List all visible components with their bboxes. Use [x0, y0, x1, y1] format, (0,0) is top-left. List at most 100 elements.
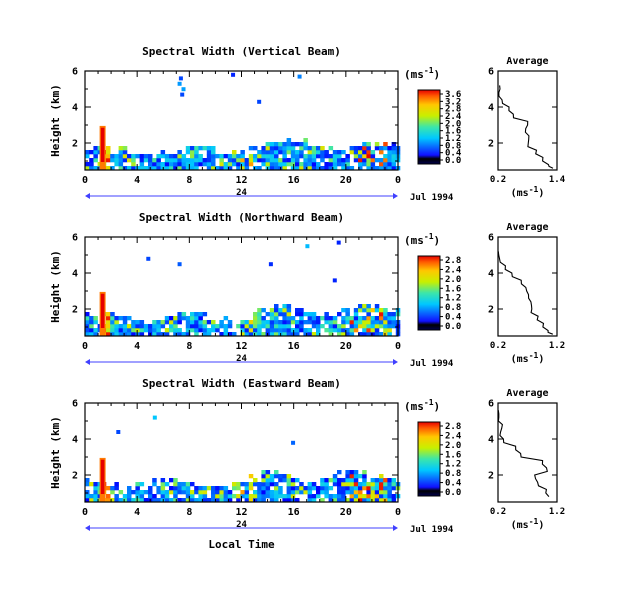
heatmap-cell [274, 470, 279, 475]
heatmap-cell [269, 324, 275, 329]
heatmap-cell [265, 474, 271, 479]
heatmap-cell [118, 158, 124, 163]
heatmap-cell [353, 158, 359, 163]
heatmap-cell [181, 486, 187, 491]
heatmap-cell [185, 328, 191, 333]
heatmap-cell [110, 320, 115, 325]
heatmap-cell [156, 166, 161, 171]
heatmap-cell [353, 320, 359, 325]
heatmap-cell [278, 312, 283, 317]
heatmap-cell [253, 482, 258, 487]
heatmap-cell [152, 320, 157, 325]
heatmap-cell [383, 324, 388, 329]
heatmap-cell [122, 158, 128, 163]
heatmap-cell [362, 320, 367, 325]
heatmap-cell [370, 328, 376, 333]
heatmap-cell [290, 162, 296, 167]
heatmap-cell [282, 154, 287, 159]
heatmap-cell [332, 158, 338, 163]
heatmap-cell [290, 316, 296, 321]
heatmap-cell [190, 316, 195, 321]
heatmap-cell [211, 486, 216, 491]
heatmap-cell [328, 146, 334, 151]
heatmap-column-core [100, 127, 105, 162]
heatmap-cell [185, 146, 191, 151]
heatmap-cell [303, 154, 308, 159]
heatmap-cell [110, 166, 115, 171]
heatmap-cell [122, 146, 128, 151]
heatmap-cell [269, 316, 275, 321]
heatmap-cell [299, 312, 304, 317]
heatmap-cell [269, 490, 275, 495]
heatmap-cell [290, 478, 296, 483]
heatmap-cell [311, 166, 317, 171]
heatmap-cell [127, 490, 132, 495]
heatmap-cell [274, 490, 279, 495]
heatmap-cells [85, 72, 401, 171]
heatmap-cell [286, 486, 292, 491]
heatmap-cell [219, 324, 224, 329]
heatmap-cell [248, 498, 254, 503]
heatmap-cell [345, 328, 350, 333]
heatmap-cell [295, 150, 300, 155]
heatmap-cell [316, 146, 321, 151]
heatmap-cell [219, 498, 224, 503]
heatmap-cell [278, 162, 283, 167]
heatmap-cell [114, 482, 119, 487]
heatmap-cell [295, 308, 300, 313]
heatmap-cell [358, 166, 363, 171]
heatmap-cell [278, 486, 283, 491]
colorbar-tick-label: 2.4 [445, 431, 462, 441]
heatmap-cell [85, 498, 90, 503]
panel-3: Spectral Width (Eastward Beam) Height (km… [49, 377, 565, 535]
heatmap-cell [303, 146, 308, 151]
heatmap-cell [341, 332, 346, 337]
heatmap-cell [143, 490, 149, 495]
heatmap-cell [274, 320, 279, 325]
heatmap-cell [194, 332, 199, 337]
heatmap-cell [173, 162, 178, 167]
heatmap-cell [316, 154, 321, 159]
heatmap-cell [374, 478, 380, 483]
heatmap-cell [106, 498, 111, 503]
heatmap-cell [198, 146, 203, 151]
heatmap-cell [85, 494, 90, 499]
heatmap-cell [118, 150, 124, 155]
heatmap-cell [391, 146, 397, 151]
heatmap-cell [345, 332, 350, 337]
heatmap-cell [358, 154, 363, 159]
heatmap-cell [93, 146, 98, 151]
heatmap-cell [177, 498, 182, 503]
heatmap-cell [143, 498, 149, 503]
heatmap-cell [156, 490, 161, 495]
heatmap-cell [299, 166, 304, 171]
heatmap-cell [311, 162, 317, 167]
heatmap-cell [194, 490, 199, 495]
heatmap-cell [236, 482, 241, 487]
heatmap-cell [122, 498, 128, 503]
heatmap-cell [118, 332, 124, 337]
heatmap-cell [173, 324, 178, 329]
heatmap-cell [139, 320, 145, 325]
heatmap-cell [215, 324, 220, 329]
heatmap-cell [160, 154, 166, 159]
heatmap-cell [139, 166, 145, 171]
heatmap-cell [358, 498, 363, 503]
heatmap-cell [324, 478, 329, 483]
heatmap-cell [139, 482, 145, 487]
heatmap-cell [286, 138, 292, 143]
heatmap-cell [223, 316, 229, 321]
heatmap-cell [274, 474, 279, 479]
heatmap-cell [89, 158, 94, 163]
heatmap-cell [269, 162, 275, 167]
heatmap-cell [337, 490, 342, 495]
avg-unit-base: (ms [511, 188, 529, 199]
heatmap-cell [379, 150, 384, 155]
sparse-echo [231, 72, 236, 77]
heatmap-cell [320, 490, 325, 495]
heatmap-cell [274, 498, 279, 503]
heatmap-cell [110, 328, 115, 333]
heatmap-cell [223, 332, 229, 337]
heatmap-cell [345, 162, 350, 167]
colorbar [417, 255, 441, 331]
